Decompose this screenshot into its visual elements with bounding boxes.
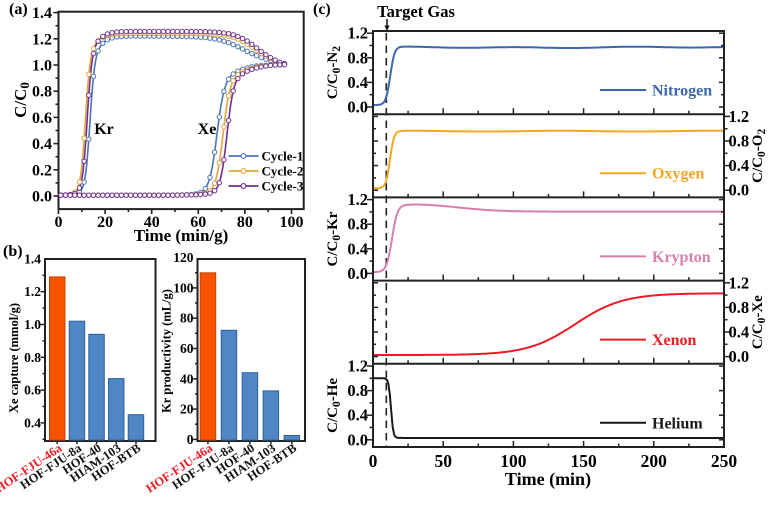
svg-text:0.4: 0.4 xyxy=(347,239,368,258)
svg-text:(b): (b) xyxy=(3,243,23,260)
svg-text:0.4: 0.4 xyxy=(24,415,41,430)
svg-text:1.2: 1.2 xyxy=(729,273,750,292)
svg-text:Xe: Xe xyxy=(198,121,217,138)
svg-text:1.0: 1.0 xyxy=(24,317,41,332)
svg-text:Xenon: Xenon xyxy=(652,332,697,349)
svg-text:100: 100 xyxy=(173,280,194,295)
svg-text:0.8: 0.8 xyxy=(24,350,41,365)
svg-text:1.2: 1.2 xyxy=(32,31,52,48)
svg-text:40: 40 xyxy=(180,371,194,386)
svg-text:150: 150 xyxy=(570,451,597,471)
svg-text:Oxygen: Oxygen xyxy=(652,166,705,183)
svg-text:0.8: 0.8 xyxy=(729,132,750,151)
svg-text:0: 0 xyxy=(187,432,194,447)
svg-text:0.8: 0.8 xyxy=(729,298,750,317)
svg-text:0.2: 0.2 xyxy=(32,162,52,179)
svg-text:60: 60 xyxy=(180,341,194,356)
svg-text:0.0: 0.0 xyxy=(347,430,368,449)
svg-text:Helium: Helium xyxy=(652,415,703,432)
svg-text:250: 250 xyxy=(711,451,738,471)
svg-text:1.0: 1.0 xyxy=(32,58,52,75)
svg-text:1.2: 1.2 xyxy=(24,284,41,299)
svg-text:100: 100 xyxy=(500,451,527,471)
svg-text:80: 80 xyxy=(180,311,194,326)
svg-text:(a): (a) xyxy=(9,1,28,18)
svg-text:0.6: 0.6 xyxy=(32,110,52,127)
svg-text:0.8: 0.8 xyxy=(347,48,368,67)
svg-text:0.4: 0.4 xyxy=(729,323,750,342)
svg-text:0.8: 0.8 xyxy=(347,381,368,400)
svg-text:Time (min/g): Time (min/g) xyxy=(134,226,229,245)
svg-text:C/C0-Kr: C/C0-Kr xyxy=(325,211,343,266)
svg-text:Kr productivity (mL/g): Kr productivity (mL/g) xyxy=(160,289,174,413)
svg-text:C/C0-Xe: C/C0-Xe xyxy=(750,295,768,349)
svg-text:50: 50 xyxy=(434,451,452,471)
svg-text:0: 0 xyxy=(55,214,63,231)
svg-text:1.4: 1.4 xyxy=(32,5,52,22)
svg-text:Cycle-2: Cycle-2 xyxy=(262,164,304,179)
svg-text:0: 0 xyxy=(369,451,378,471)
svg-text:Cycle-3: Cycle-3 xyxy=(262,179,304,194)
svg-text:C/C0: C/C0 xyxy=(11,82,32,118)
svg-text:0.4: 0.4 xyxy=(32,136,52,153)
svg-text:Nitrogen: Nitrogen xyxy=(652,83,712,100)
svg-text:0.8: 0.8 xyxy=(32,84,52,101)
svg-text:20: 20 xyxy=(180,402,194,417)
svg-text:Cycle-1: Cycle-1 xyxy=(262,149,304,164)
svg-text:0.0: 0.0 xyxy=(347,264,368,283)
svg-text:C/C0-He: C/C0-He xyxy=(325,378,343,433)
svg-text:80: 80 xyxy=(237,214,253,231)
svg-text:0.0: 0.0 xyxy=(729,347,750,366)
svg-text:1.2: 1.2 xyxy=(347,24,368,43)
svg-text:120: 120 xyxy=(173,250,194,265)
svg-text:Krypton: Krypton xyxy=(652,249,711,266)
svg-text:20: 20 xyxy=(97,214,113,231)
svg-text:Time (min): Time (min) xyxy=(505,469,591,490)
svg-text:0.4: 0.4 xyxy=(347,406,368,425)
svg-text:0.4: 0.4 xyxy=(729,156,750,175)
svg-text:C/C0-O2: C/C0-O2 xyxy=(750,129,768,183)
svg-text:60: 60 xyxy=(190,214,206,231)
svg-text:1.2: 1.2 xyxy=(347,190,368,209)
svg-text:40: 40 xyxy=(144,214,160,231)
svg-text:0.0: 0.0 xyxy=(729,181,750,200)
svg-text:0.8: 0.8 xyxy=(347,215,368,234)
svg-text:(c): (c) xyxy=(313,1,331,18)
svg-text:0.6: 0.6 xyxy=(24,383,41,398)
svg-text:1.2: 1.2 xyxy=(347,357,368,376)
svg-text:0.4: 0.4 xyxy=(347,73,368,92)
svg-text:100: 100 xyxy=(280,214,304,231)
svg-text:1.4: 1.4 xyxy=(24,251,41,266)
svg-text:0.0: 0.0 xyxy=(32,189,52,206)
svg-text:Xe capture (mmol/g): Xe capture (mmol/g) xyxy=(7,303,21,413)
svg-text:C/C0-N2: C/C0-N2 xyxy=(325,46,343,99)
svg-text:Target Gas: Target Gas xyxy=(377,2,455,21)
svg-text:1.2: 1.2 xyxy=(729,107,750,126)
svg-text:0.0: 0.0 xyxy=(347,98,368,117)
svg-text:Kr: Kr xyxy=(94,121,114,138)
svg-text:200: 200 xyxy=(641,451,668,471)
